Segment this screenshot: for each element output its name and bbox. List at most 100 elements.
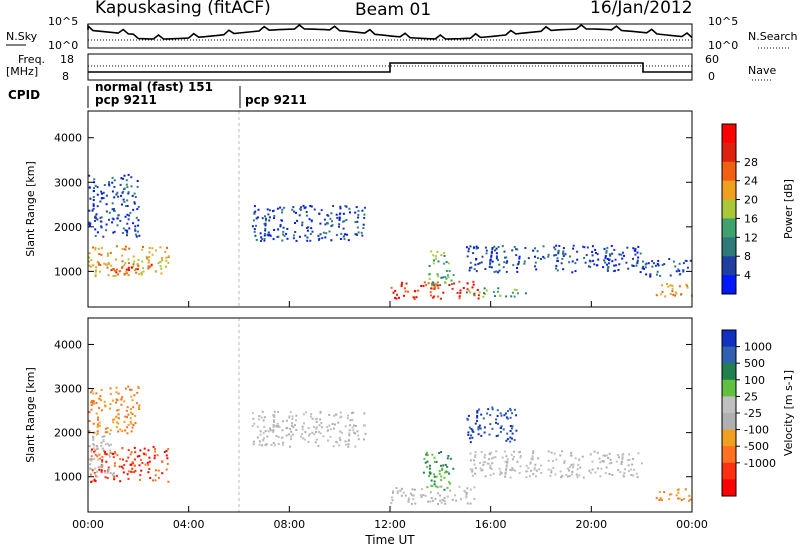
velocity-cell [591, 460, 594, 463]
velocity-cell [153, 454, 156, 457]
power-cell [491, 260, 494, 263]
velocity-cell [136, 455, 139, 458]
power-cell [422, 285, 425, 287]
power-cell [556, 269, 559, 272]
power-cell [532, 249, 535, 252]
power-cell [622, 251, 624, 254]
power-cell [453, 282, 456, 285]
velocity-cell [141, 462, 144, 464]
power-cell [515, 248, 518, 251]
power-cell [88, 174, 91, 177]
power-cell [448, 270, 451, 272]
velocity-cell [314, 441, 317, 444]
power-cell [395, 297, 398, 300]
nave-tick-top: 60 [705, 53, 719, 66]
beam-title: Beam 01 [355, 0, 432, 20]
velocity-cell [139, 449, 142, 452]
velocity-cell [100, 399, 103, 402]
power-cell [439, 284, 442, 287]
velocity-cell [503, 450, 506, 453]
power-cell [128, 227, 131, 230]
velocity-cell [454, 494, 456, 497]
power-cell [639, 252, 642, 255]
velocity-cell [130, 451, 133, 454]
power-cell [136, 180, 139, 182]
power-cell [445, 261, 448, 263]
power-cell [659, 274, 662, 277]
velocity-cell [262, 438, 265, 441]
velocity-cell [627, 470, 630, 473]
velocity-cell [440, 451, 443, 453]
velocity-cell [304, 431, 307, 434]
velocity-cell [113, 451, 116, 453]
freq-label-2: [MHz] [6, 65, 39, 78]
velocity-cell [313, 425, 316, 428]
power-cell [96, 231, 99, 234]
velocity-cell [429, 500, 432, 503]
nsky-panel [87, 23, 693, 49]
velocity-cell [568, 465, 571, 468]
velocity-cell [505, 465, 508, 468]
power-cell [134, 229, 137, 232]
velocity-cell [392, 490, 395, 493]
power-cell [444, 276, 447, 278]
velocity-cell [92, 422, 95, 425]
power-cell [356, 226, 359, 229]
velocity-cell [135, 402, 138, 405]
velocity-cell [121, 447, 124, 449]
power-cell [126, 199, 129, 202]
velocity-cell [349, 424, 352, 427]
velocity-cell [478, 408, 481, 411]
power-cell [404, 290, 407, 293]
power-cell [610, 245, 613, 247]
power-cell [298, 214, 301, 217]
velocity-cell [538, 468, 541, 471]
power-cell [106, 263, 108, 266]
velocity-cell [430, 484, 433, 487]
velocity-cell [442, 464, 445, 467]
power-cell [99, 220, 102, 223]
power-cell [420, 285, 423, 287]
velocity-cell [91, 389, 94, 392]
power-cell [264, 219, 267, 222]
velocity-cell [469, 441, 472, 444]
velocity-cell [535, 469, 538, 472]
power-cell [252, 219, 255, 222]
power-cell [489, 263, 491, 266]
power-cell [96, 186, 99, 189]
power-cell [403, 294, 405, 297]
velocity-cell [88, 458, 91, 461]
velocity-region [466, 406, 518, 444]
power-cell [324, 223, 327, 226]
power-cell [682, 262, 685, 265]
power-cell [253, 211, 256, 214]
velocity-cell [500, 427, 502, 429]
velocity-cell [281, 436, 284, 439]
power-cell [390, 286, 393, 289]
power-cell [263, 234, 266, 237]
velocity-cell [422, 471, 425, 474]
power-cell [649, 273, 652, 276]
power-cell [95, 266, 98, 269]
power-cell [283, 206, 286, 209]
power-cell [304, 234, 307, 237]
velocity-cell [636, 476, 639, 478]
velocity-cell [619, 471, 622, 474]
velocity-cell [474, 472, 476, 475]
power-cell [511, 249, 514, 252]
velocity-cell [288, 433, 290, 436]
velocity-cell [301, 437, 304, 440]
power-cell [685, 283, 688, 286]
velocity-cell [435, 475, 438, 478]
nsky-trace [87, 23, 693, 40]
velocity-cell [509, 468, 512, 471]
power-cell [471, 286, 474, 289]
velocity-cell [290, 438, 292, 441]
power-cell [332, 205, 335, 207]
power-cell [644, 266, 647, 269]
velocity-cell [316, 417, 318, 420]
power-cell [137, 224, 140, 227]
velocity-cell [527, 467, 530, 470]
power-cell [294, 231, 297, 233]
velocity-colorbar-cell [722, 396, 736, 414]
